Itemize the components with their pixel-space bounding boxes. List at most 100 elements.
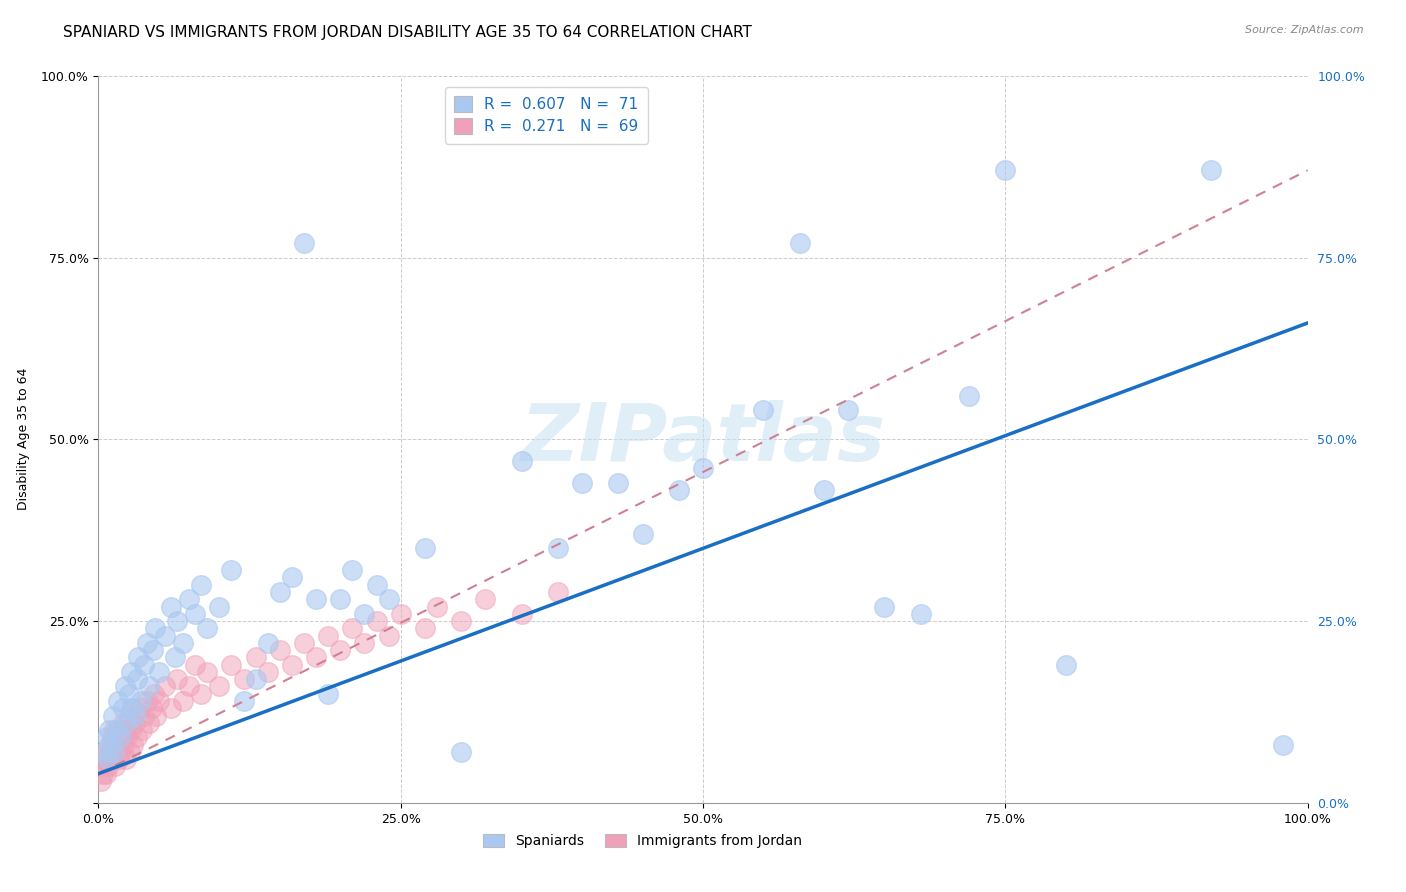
- Point: [134, 657, 156, 672]
- Point: [184, 607, 207, 621]
- Point: [329, 592, 352, 607]
- Point: [124, 715, 146, 730]
- Point: [631, 526, 654, 541]
- Point: [692, 461, 714, 475]
- Point: [353, 636, 375, 650]
- Point: [142, 643, 165, 657]
- Point: [143, 621, 166, 635]
- Point: [837, 403, 859, 417]
- Point: [450, 745, 472, 759]
- Point: [179, 592, 201, 607]
- Point: [100, 752, 122, 766]
- Point: [118, 687, 141, 701]
- Point: [90, 774, 112, 789]
- Point: [547, 541, 569, 556]
- Point: [97, 759, 120, 773]
- Text: Source: ZipAtlas.com: Source: ZipAtlas.com: [1246, 25, 1364, 35]
- Point: [103, 745, 125, 759]
- Point: [135, 694, 157, 708]
- Point: [111, 715, 134, 730]
- Point: [98, 723, 121, 737]
- Point: [256, 636, 278, 650]
- Point: [426, 599, 449, 614]
- Point: [108, 731, 131, 745]
- Point: [221, 563, 243, 577]
- Point: [316, 629, 339, 643]
- Point: [96, 731, 118, 745]
- Point: [148, 694, 170, 708]
- Point: [245, 650, 267, 665]
- Point: [128, 701, 150, 715]
- Point: [547, 585, 569, 599]
- Point: [91, 759, 114, 773]
- Point: [111, 701, 134, 715]
- Point: [353, 607, 375, 621]
- Point: [97, 752, 120, 766]
- Point: [98, 738, 121, 752]
- Point: [232, 672, 254, 686]
- Point: [124, 708, 146, 723]
- Point: [115, 752, 138, 766]
- Point: [166, 614, 188, 628]
- Point: [377, 592, 399, 607]
- Point: [101, 745, 124, 759]
- Point: [789, 235, 811, 250]
- Point: [269, 643, 291, 657]
- Point: [281, 570, 304, 584]
- Point: [129, 694, 152, 708]
- Point: [120, 665, 142, 679]
- Point: [208, 680, 231, 694]
- Point: [145, 708, 167, 723]
- Point: [127, 650, 149, 665]
- Point: [377, 629, 399, 643]
- Point: [752, 403, 775, 417]
- Point: [305, 650, 328, 665]
- Point: [117, 731, 139, 745]
- Point: [153, 680, 176, 694]
- Point: [105, 738, 128, 752]
- Point: [163, 650, 186, 665]
- Point: [93, 752, 115, 766]
- Point: [813, 483, 835, 498]
- Point: [153, 629, 176, 643]
- Point: [127, 672, 149, 686]
- Point: [208, 599, 231, 614]
- Point: [131, 723, 153, 737]
- Point: [118, 745, 141, 759]
- Point: [316, 687, 339, 701]
- Point: [148, 665, 170, 679]
- Point: [190, 578, 212, 592]
- Point: [166, 672, 188, 686]
- Point: [366, 614, 388, 628]
- Point: [108, 752, 131, 766]
- Point: [1054, 657, 1077, 672]
- Point: [1272, 738, 1295, 752]
- Point: [160, 599, 183, 614]
- Point: [103, 723, 125, 737]
- Point: [108, 731, 131, 745]
- Point: [510, 454, 533, 468]
- Point: [305, 592, 328, 607]
- Point: [114, 723, 136, 737]
- Point: [172, 636, 194, 650]
- Point: [141, 701, 163, 715]
- Point: [104, 759, 127, 773]
- Point: [100, 731, 122, 745]
- Point: [474, 592, 496, 607]
- Point: [1199, 163, 1222, 178]
- Text: ZIPatlas: ZIPatlas: [520, 401, 886, 478]
- Point: [994, 163, 1017, 178]
- Point: [389, 607, 412, 621]
- Point: [668, 483, 690, 498]
- Point: [121, 701, 143, 715]
- Point: [957, 389, 980, 403]
- Point: [221, 657, 243, 672]
- Point: [127, 731, 149, 745]
- Point: [245, 672, 267, 686]
- Point: [100, 738, 122, 752]
- Point: [450, 614, 472, 628]
- Point: [94, 766, 117, 780]
- Text: SPANIARD VS IMMIGRANTS FROM JORDAN DISABILITY AGE 35 TO 64 CORRELATION CHART: SPANIARD VS IMMIGRANTS FROM JORDAN DISAB…: [63, 25, 752, 40]
- Point: [172, 694, 194, 708]
- Point: [112, 738, 135, 752]
